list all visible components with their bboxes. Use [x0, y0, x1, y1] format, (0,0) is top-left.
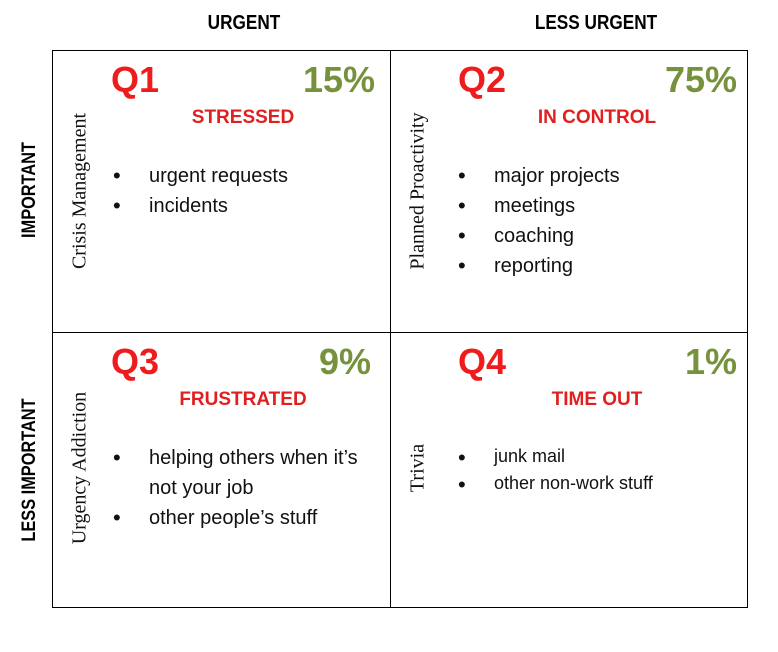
list-item: • incidents [113, 191, 383, 221]
bullet-icon: • [458, 472, 466, 497]
list-item: • junk mail [458, 443, 738, 470]
quadrant-mood-q3: FRUSTRATED [179, 389, 307, 410]
quadrant-mood-q1: STRESSED [191, 107, 295, 128]
list-item: • meetings [458, 191, 738, 221]
row-header-important: IMPORTANT [19, 142, 40, 238]
list-item-text: junk mail [494, 446, 566, 466]
list-item: • helping others when it’s not your job [113, 443, 381, 503]
quadrant-mood-q4: TIME OUT [551, 389, 643, 410]
list-item-text: other people’s stuff [149, 507, 318, 529]
quadrant-id-q3: Q3 [111, 341, 160, 382]
quadrant-percent-q3: 9% [318, 341, 371, 382]
quadrant-mood-q2: IN CONTROL [537, 107, 657, 128]
priority-matrix-grid: Crisis Management Q1 15% STRESSED • urgen… [52, 50, 748, 608]
bullet-icon: • [458, 193, 466, 218]
quadrant-q1: Crisis Management Q1 15% STRESSED • urgen… [53, 51, 390, 332]
column-header-urgent: URGENT [207, 12, 281, 34]
row-header-less-important: LESS IMPORTANT [19, 398, 40, 542]
quadrant-percent-q1: 15% [302, 59, 375, 100]
list-item-text: other non-work stuff [494, 473, 653, 493]
list-item-text: major projects [494, 165, 620, 187]
list-item: • other people’s stuff [113, 503, 381, 533]
bullet-icon: • [458, 163, 466, 188]
quadrant-q3: Urgency Addiction Q3 9% FRUSTRATED • help… [53, 333, 390, 607]
list-item: • major projects [458, 161, 738, 191]
bullet-icon: • [458, 253, 466, 278]
quadrant-q4: Trivia Q4 1% TIME OUT • junk mail • other … [391, 333, 747, 607]
column-header-less-urgent: LESS URGENT [534, 12, 658, 34]
list-item-text: coaching [494, 225, 575, 247]
quadrant-id-q4: Q4 [458, 341, 507, 382]
quadrant-list-q3: • helping others when it’s not your job •… [113, 443, 381, 533]
quadrant-list-q1: • urgent requests • incidents [113, 161, 383, 221]
list-item: • reporting [458, 251, 738, 281]
quadrant-percent-q4: 1% [684, 341, 737, 382]
side-label-trivia: Trivia [406, 443, 429, 493]
list-item-text: helping others when it’s not your job [149, 447, 358, 499]
bullet-icon: • [113, 505, 121, 530]
list-item: • coaching [458, 221, 738, 251]
quadrant-q2: Planned Proactivity Q2 75% IN CONTROL • m… [391, 51, 747, 332]
list-item-text: meetings [494, 195, 576, 217]
quadrant-list-q4: • junk mail • other non-work stuff [458, 443, 738, 497]
quadrant-id-q2: Q2 [458, 59, 507, 100]
quadrant-list-q2: • major projects • meetings • coaching • rep… [458, 161, 738, 281]
bullet-icon: • [113, 163, 121, 188]
quadrant-percent-q2: 75% [664, 59, 737, 100]
bullet-icon: • [458, 223, 466, 248]
bullet-icon: • [113, 193, 121, 218]
list-item-text: urgent requests [149, 165, 288, 187]
list-item: • other non-work stuff [458, 470, 738, 497]
side-label-urgency-addiction: Urgency Addiction [68, 391, 91, 545]
list-item: • urgent requests [113, 161, 383, 191]
side-label-planned-proactivity: Planned Proactivity [406, 112, 429, 270]
list-item-text: incidents [149, 195, 228, 217]
list-item-text: reporting [494, 255, 573, 277]
grid-horizontal-divider [53, 332, 747, 333]
grid-vertical-divider [390, 51, 391, 607]
bullet-icon: • [458, 445, 466, 470]
bullet-icon: • [113, 445, 121, 470]
side-label-crisis-management: Crisis Management [68, 112, 91, 270]
quadrant-id-q1: Q1 [111, 59, 160, 100]
